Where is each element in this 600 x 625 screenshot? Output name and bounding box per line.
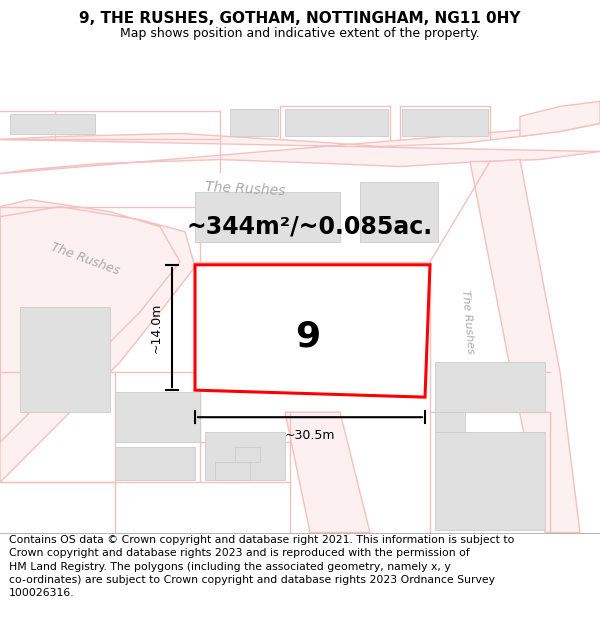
Text: ~14.0m: ~14.0m [149,302,163,352]
Polygon shape [0,124,600,174]
Polygon shape [435,362,545,413]
Text: The Rushes: The Rushes [460,289,476,354]
Polygon shape [402,109,488,136]
Polygon shape [115,448,195,481]
Polygon shape [470,159,580,532]
Text: ~30.5m: ~30.5m [285,429,335,442]
Text: The Rushes: The Rushes [49,240,121,278]
Polygon shape [115,392,200,442]
Polygon shape [285,109,388,136]
Polygon shape [205,432,285,481]
Polygon shape [285,412,370,532]
Polygon shape [435,412,465,432]
Polygon shape [20,307,110,412]
Polygon shape [230,109,278,136]
Polygon shape [360,182,438,242]
Polygon shape [435,432,545,531]
Text: ~344m²/~0.085ac.: ~344m²/~0.085ac. [187,215,433,239]
Polygon shape [250,307,400,357]
Text: 9, THE RUSHES, GOTHAM, NOTTINGHAM, NG11 0HY: 9, THE RUSHES, GOTHAM, NOTTINGHAM, NG11 … [79,11,521,26]
Polygon shape [10,114,95,134]
Text: 9: 9 [295,320,320,354]
Polygon shape [195,192,340,242]
Text: Contains OS data © Crown copyright and database right 2021. This information is : Contains OS data © Crown copyright and d… [9,535,514,598]
Polygon shape [235,448,260,462]
Polygon shape [195,265,430,397]
Text: Map shows position and indicative extent of the property.: Map shows position and indicative extent… [120,27,480,40]
Polygon shape [520,101,600,136]
Polygon shape [0,199,195,482]
Polygon shape [215,462,250,481]
Text: The Rushes: The Rushes [205,179,286,198]
